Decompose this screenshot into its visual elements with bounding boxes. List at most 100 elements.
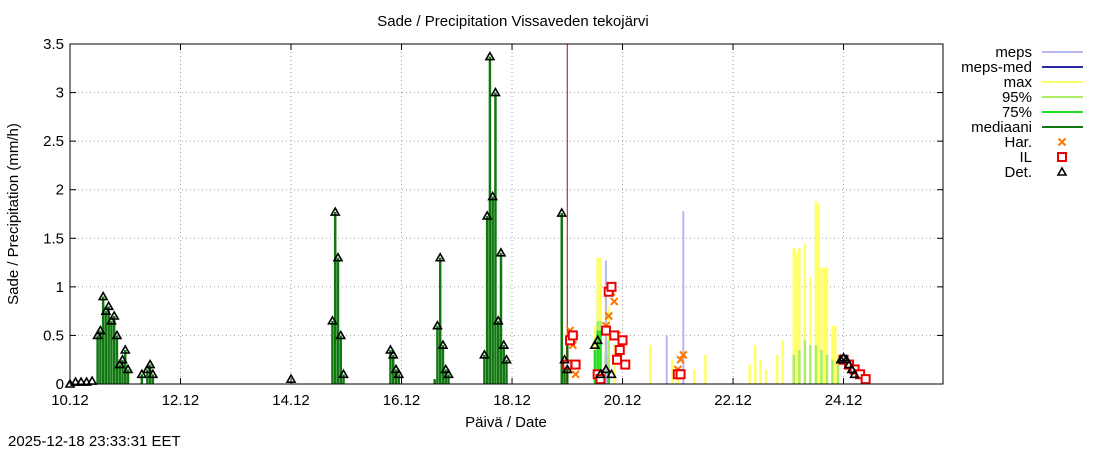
il-marker: [570, 359, 581, 370]
det-marker: [111, 329, 123, 340]
p95-bar: [836, 364, 840, 384]
det-marker: [479, 349, 490, 359]
det-marker: [592, 334, 604, 345]
max-bar: [814, 201, 818, 384]
il-marker: [567, 330, 578, 341]
det-marker: [147, 368, 159, 379]
det-marker: [484, 51, 496, 61]
det-marker: [100, 305, 112, 315]
det-marker: [434, 252, 446, 262]
x-axis-label: Päivä / Date: [465, 414, 547, 431]
det-marker: [606, 368, 617, 379]
median-bar: [140, 374, 144, 384]
det-marker: [556, 207, 568, 217]
det-marker: [338, 368, 349, 379]
median-bar: [339, 335, 342, 384]
legend-label-p95: 95%: [1002, 89, 1032, 106]
x-tick-label: 24.12: [825, 392, 863, 409]
p95-bar: [820, 350, 823, 384]
max-bar: [820, 267, 823, 384]
max-bar: [648, 345, 652, 384]
y-tick-label: 1.5: [43, 230, 64, 247]
max-bar: [775, 354, 779, 384]
max-bar: [798, 248, 801, 384]
det-marker: [122, 363, 134, 374]
det-marker: [103, 300, 115, 311]
median-bar: [433, 379, 436, 384]
p75-bar: [596, 330, 599, 384]
det-marker: [432, 320, 443, 330]
median-bar: [333, 212, 337, 384]
det-marker: [440, 363, 452, 374]
legend-label-il: IL: [1019, 149, 1032, 166]
p95-bar: [792, 354, 796, 384]
det-marker: [487, 190, 499, 201]
max-bar: [671, 359, 674, 384]
legend-swatch-il: [1057, 152, 1067, 162]
har-marker: [610, 297, 619, 306]
det-marker: [117, 354, 128, 364]
legend-label-har: Har.: [1004, 134, 1032, 151]
median-bar: [488, 56, 492, 384]
det-marker: [595, 368, 606, 379]
il-marker: [609, 330, 620, 341]
x-tick-label: 10.12: [51, 392, 89, 409]
p95-bar: [803, 340, 807, 384]
y-tick-label: 2.5: [43, 133, 64, 150]
il-marker: [617, 335, 628, 346]
x-tick-label: 18.12: [493, 392, 531, 409]
det-marker: [141, 363, 153, 374]
median-bar: [342, 374, 345, 384]
max-bar: [834, 325, 837, 384]
y-tick-label: 3.5: [43, 36, 64, 53]
p95-bar: [825, 354, 829, 384]
max-bar: [795, 252, 798, 384]
p75-bar: [599, 330, 602, 384]
det-marker: [437, 339, 449, 349]
max-bar: [809, 277, 812, 384]
y-tick-label: 3: [56, 85, 64, 102]
median-bar: [441, 345, 445, 384]
max-bar: [753, 345, 757, 384]
median-bar: [115, 335, 119, 384]
det-marker: [75, 376, 87, 386]
det-marker: [332, 252, 344, 262]
il-marker: [595, 374, 606, 385]
median-bar: [146, 369, 149, 384]
det-marker: [97, 290, 109, 301]
det-marker: [846, 363, 858, 374]
det-marker: [559, 354, 570, 364]
il-marker: [612, 354, 623, 365]
median-bar: [496, 320, 500, 384]
max-bar: [764, 369, 768, 384]
y-axis-label: Sade / Precipitation (mm/h): [5, 123, 22, 305]
median-bar: [331, 320, 334, 384]
median-bar: [99, 330, 102, 384]
p95-bar: [607, 340, 610, 384]
det-marker: [501, 354, 512, 364]
det-marker: [561, 363, 573, 374]
median-bar: [505, 359, 508, 384]
det-marker: [329, 206, 341, 216]
il-marker: [620, 359, 631, 370]
y-tick-label: 1: [56, 279, 64, 296]
median-bar: [560, 213, 563, 384]
det-marker: [481, 210, 493, 220]
legend-swatch-det: [1056, 166, 1068, 176]
median-bar: [397, 374, 400, 384]
det-marker: [385, 344, 396, 354]
median-bar: [336, 257, 340, 384]
det-marker: [390, 363, 402, 374]
har-marker: [679, 350, 688, 360]
median-bar: [494, 92, 497, 385]
median-bar: [107, 306, 110, 384]
il-marker: [600, 325, 611, 336]
legend-label-meps_med: meps-med: [961, 59, 1032, 76]
det-marker: [443, 368, 454, 379]
max-bar: [831, 325, 834, 384]
il-marker: [614, 345, 625, 355]
det-marker: [136, 368, 148, 379]
x-tick-label: 20.12: [604, 392, 642, 409]
har-marker: [571, 370, 580, 379]
